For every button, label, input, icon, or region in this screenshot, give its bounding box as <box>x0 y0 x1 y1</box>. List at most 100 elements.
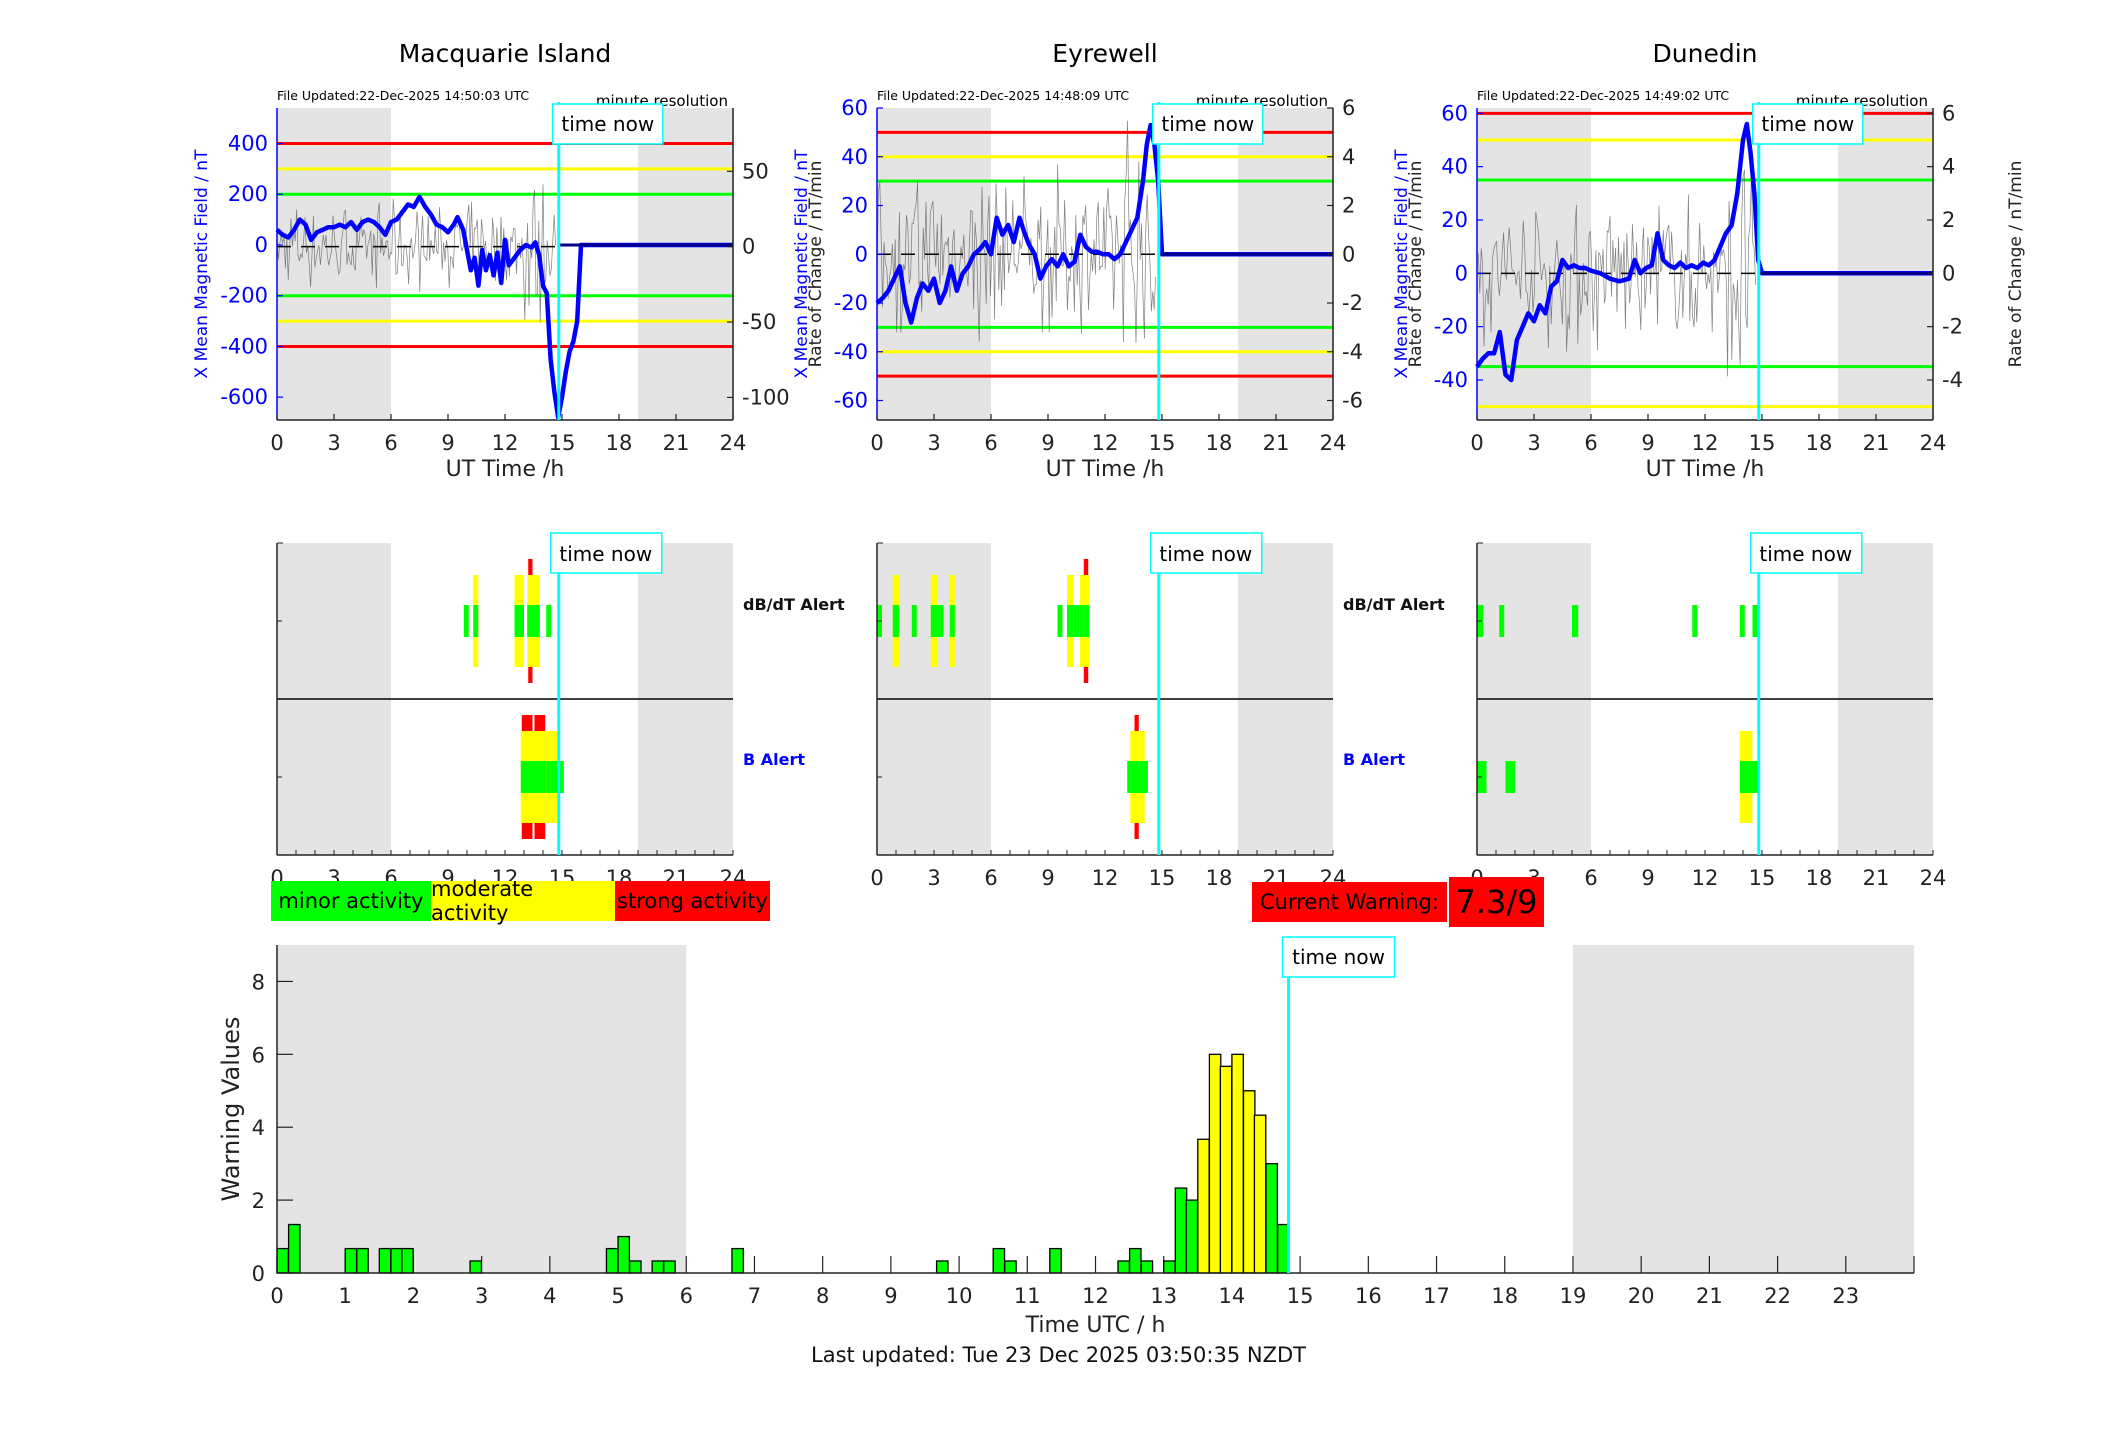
warning-bar <box>992 1247 1006 1274</box>
b-alert-bar-minor <box>533 761 547 793</box>
right-tick-label: 6 <box>1342 96 1355 120</box>
x-tick-label: 1 <box>339 1284 352 1308</box>
left-tick-label: -400 <box>220 334 268 358</box>
x-tick-label: 6 <box>384 431 397 455</box>
right-tick-label: 0 <box>1942 261 1955 285</box>
dbdt-alert-bar-minor <box>930 605 938 637</box>
legend-strong-label: strong activity <box>617 889 768 913</box>
left-tick-label: -40 <box>1434 368 1468 392</box>
x-axis-label: Time UTC / h <box>1025 1313 1166 1338</box>
alert-x-tick-label: 12 <box>1092 866 1119 890</box>
right-axis-label: Rate of Change / nT/min <box>2006 161 2026 368</box>
x-tick-label: 3 <box>475 1284 488 1308</box>
y-tick-label: 0 <box>252 1262 265 1286</box>
right-tick-label: 2 <box>1342 194 1355 218</box>
left-tick-label: 40 <box>841 145 868 169</box>
alert-x-tick-label: 18 <box>1806 866 1833 890</box>
night-shading <box>1838 108 1933 420</box>
warning-bar <box>378 1247 392 1274</box>
left-tick-label: -600 <box>220 385 268 409</box>
time-now-box <box>1150 532 1263 574</box>
current-warning-label: Current Warning: <box>1260 890 1439 914</box>
x-tick-label: 9 <box>884 1284 897 1308</box>
b-alert-bar-minor <box>1143 761 1148 793</box>
warning-bar <box>356 1247 369 1274</box>
alert-x-tick-label: 24 <box>1920 866 1947 890</box>
warning-bar <box>628 1260 642 1274</box>
warning-bar <box>1185 1199 1199 1274</box>
station-panel-eyrewell: Eyrewell File Updated:22-Dec-2025 14:48:0… <box>792 39 1426 482</box>
dbdt-alert-bar-minor <box>546 605 552 637</box>
y-tick-label: 2 <box>252 1189 265 1213</box>
right-tick-label: 50 <box>742 159 769 183</box>
alert-x-tick-label: 6 <box>1584 866 1597 890</box>
magnetic-field-series <box>275 194 733 420</box>
b-alert-bar-minor <box>1127 761 1133 793</box>
warning-bar <box>1197 1138 1210 1274</box>
dbdt-alert-bar-minor <box>1079 605 1085 637</box>
left-axis-label: X Mean Magnetic Field / nT <box>792 149 812 379</box>
x-tick-label: 7 <box>748 1284 761 1308</box>
dbdt-alert-bar-minor <box>514 605 524 637</box>
time-now-box <box>1752 103 1864 145</box>
legend-moderate-label: moderate activity <box>431 877 534 925</box>
station-panel-macquarie-island: Macquarie Island File Updated:22-Dec-2025… <box>192 39 826 482</box>
x-tick-label: 18 <box>1206 431 1233 455</box>
time-now-box <box>550 532 663 574</box>
right-axis-label: Rate of Change / nT/min <box>1406 161 1426 368</box>
warning-bar <box>1049 1247 1062 1274</box>
b-alert-bar-minor <box>520 761 534 793</box>
station-title: Macquarie Island <box>399 39 612 68</box>
x-axis-label: UT Time /h <box>1646 457 1765 482</box>
time-now-label: time now <box>1292 945 1385 969</box>
right-tick-label: 2 <box>1942 208 1955 232</box>
left-tick-label: -60 <box>834 389 868 413</box>
alert-x-tick-label: 9 <box>1641 866 1654 890</box>
x-tick-label: 3 <box>1527 431 1540 455</box>
alert-x-tick-label: 15 <box>1749 866 1776 890</box>
night-shading <box>277 108 391 420</box>
x-tick-label: 9 <box>1641 431 1654 455</box>
x-tick-label: 3 <box>327 431 340 455</box>
dbdt-alert-bar-minor <box>533 605 540 637</box>
dbdt-alert-label: dB/dT Alert <box>1343 595 1445 614</box>
warning-bar <box>287 1223 301 1274</box>
alert-x-tick-label: 21 <box>1863 866 1890 890</box>
x-axis-label: UT Time /h <box>1046 457 1165 482</box>
left-tick-label: 0 <box>855 242 868 266</box>
dbdt-alert-bar-minor <box>892 605 900 637</box>
alert-x-tick-label: 18 <box>1206 866 1233 890</box>
alert-panel-dunedin: 03691215182124time now <box>1470 532 1947 890</box>
x-tick-label: 12 <box>1092 431 1119 455</box>
current-warning-label-box: Current Warning: <box>1252 882 1447 922</box>
x-tick-label: 10 <box>946 1284 973 1308</box>
file-updated-text: File Updated:22-Dec-2025 14:49:02 UTC <box>1477 88 1729 103</box>
time-now-box <box>1281 936 1396 978</box>
x-tick-label: 15 <box>549 431 576 455</box>
x-tick-label: 15 <box>1287 1284 1314 1308</box>
rate-of-change-series <box>876 120 1156 343</box>
warning-bar <box>1004 1260 1017 1274</box>
left-tick-label: 200 <box>228 182 268 206</box>
x-tick-label: 18 <box>1491 1284 1518 1308</box>
current-warning-value-box: 7.3/9 <box>1449 877 1544 927</box>
x-axis-label: UT Time /h <box>446 457 565 482</box>
left-tick-label: 400 <box>228 132 268 156</box>
x-tick-label: 19 <box>1560 1284 1587 1308</box>
b-alert-label: B Alert <box>1343 750 1405 769</box>
x-tick-label: 17 <box>1423 1284 1450 1308</box>
file-updated-text: File Updated:22-Dec-2025 14:50:03 UTC <box>277 88 529 103</box>
x-tick-label: 15 <box>1149 431 1176 455</box>
warning-bar <box>1242 1090 1256 1274</box>
dbdt-alert-bar-minor <box>911 605 917 637</box>
right-tick-label: 4 <box>1342 145 1355 169</box>
right-tick-label: 4 <box>1942 155 1955 179</box>
x-tick-label: 24 <box>720 431 747 455</box>
x-tick-label: 18 <box>1806 431 1833 455</box>
dbdt-alert-bar-minor <box>949 605 955 637</box>
x-tick-label: 24 <box>1920 431 1947 455</box>
legend-strong-activity: strong activity <box>615 881 770 921</box>
